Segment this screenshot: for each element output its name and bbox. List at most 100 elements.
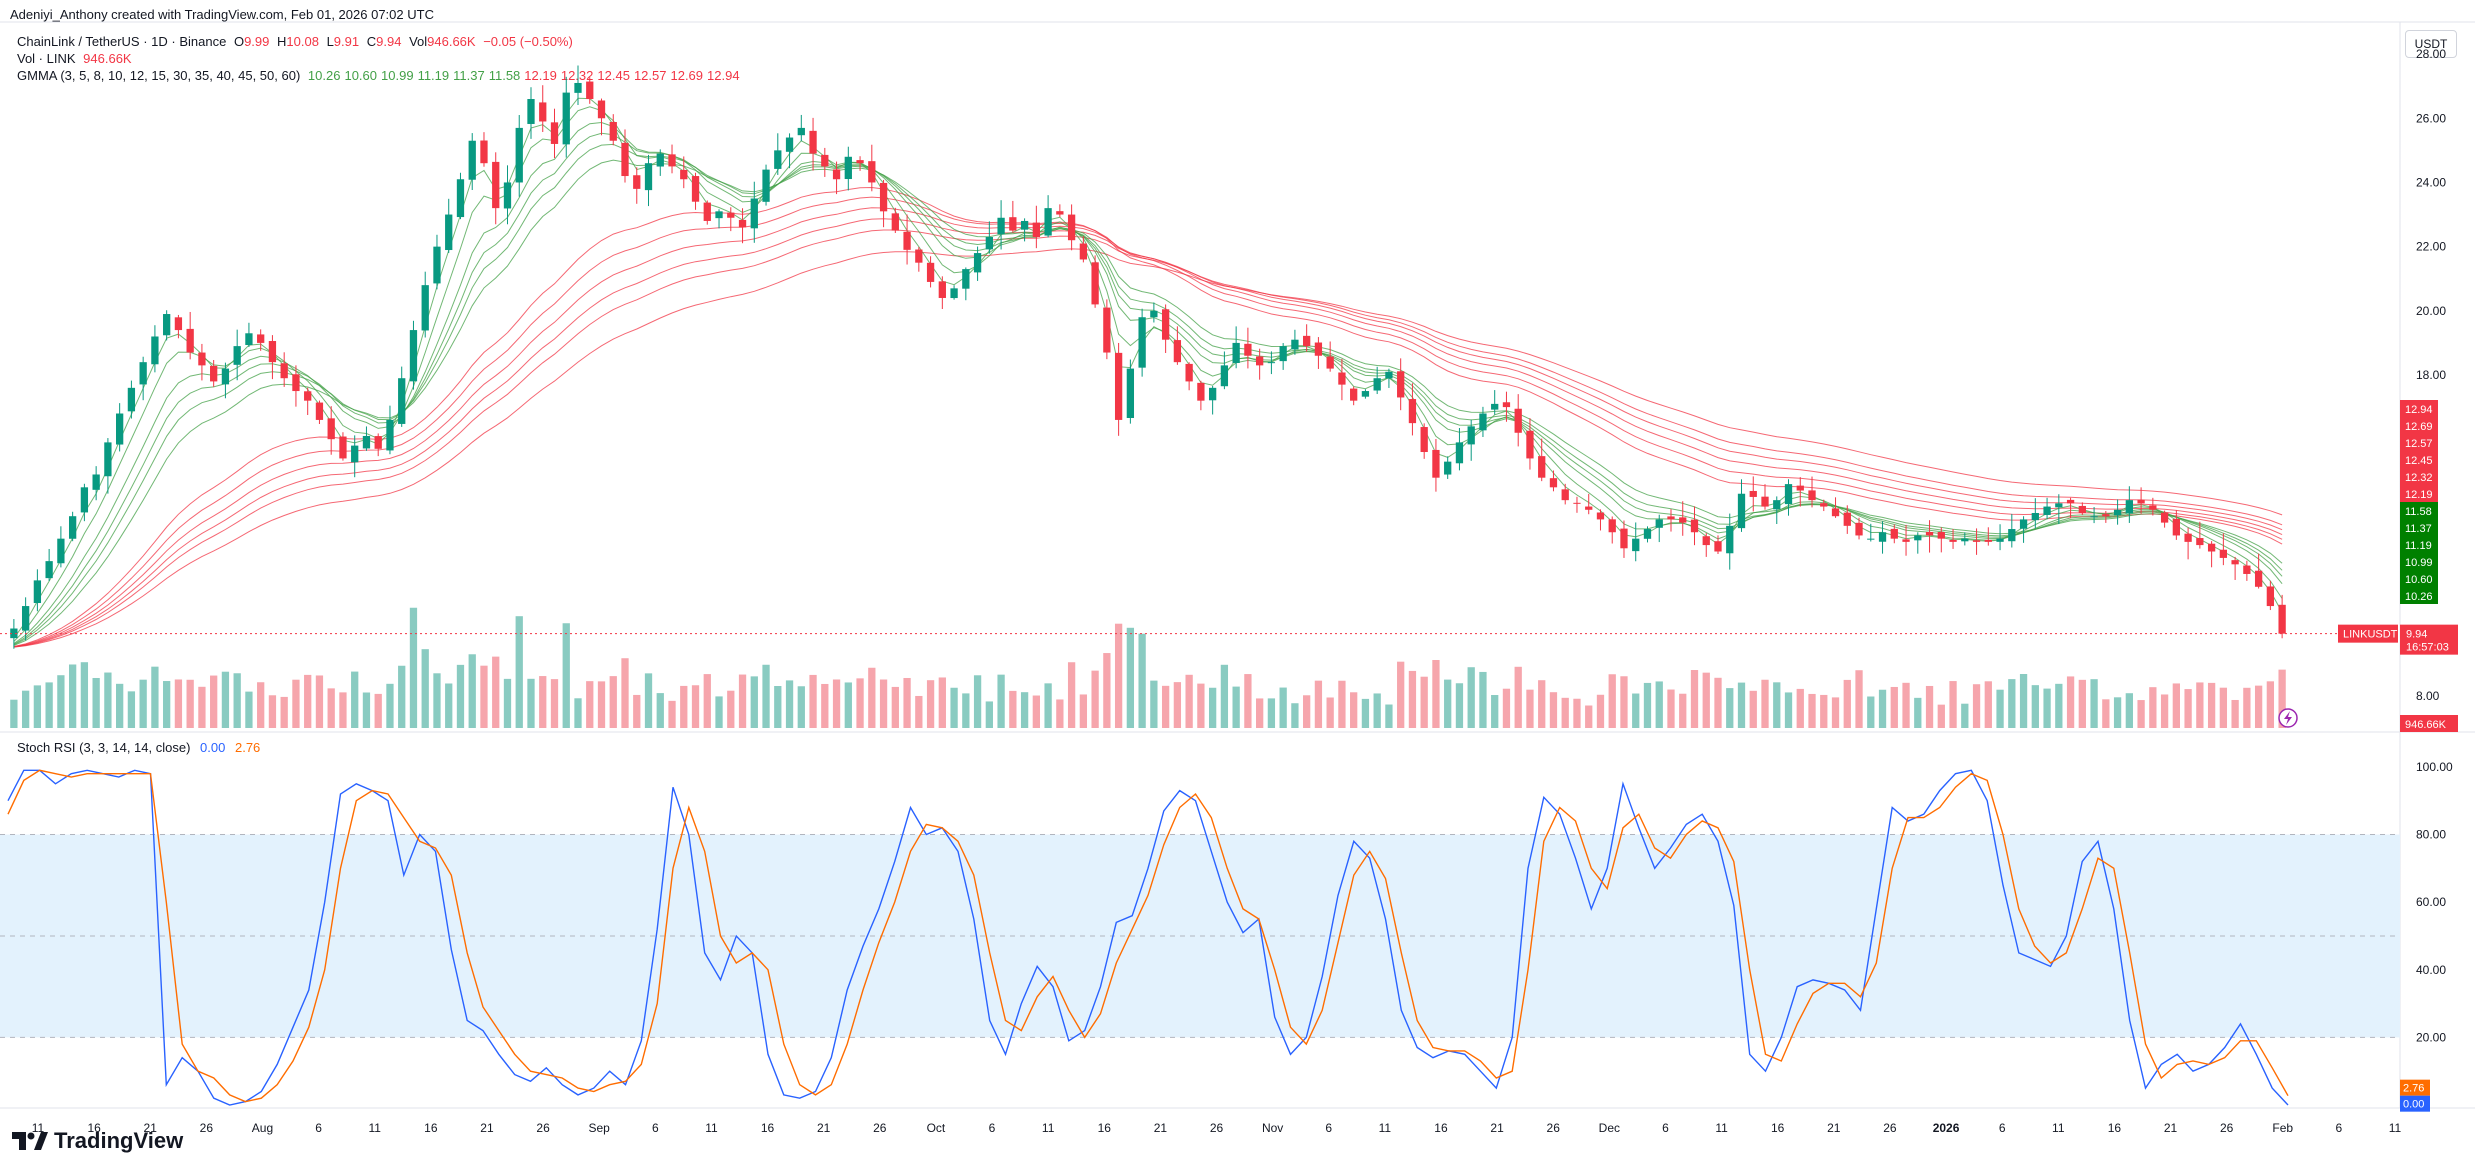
volume-bar — [738, 674, 747, 728]
last-price-label: 9.94 — [2406, 629, 2427, 641]
time-tick-label: 11 — [1715, 1121, 1728, 1135]
candle — [879, 182, 888, 212]
gmma-value-tag-label: 11.19 — [2405, 540, 2432, 552]
volume-bar — [1220, 664, 1229, 728]
candle — [2219, 549, 2228, 558]
volume-bar — [163, 681, 171, 728]
volume-bar — [1737, 682, 1746, 728]
stoch-rsi-tick-label: 60.00 — [2416, 895, 2446, 909]
volume-bar — [398, 665, 406, 728]
volume-bar — [1855, 670, 1863, 728]
lightning-icon-glyph — [2284, 711, 2292, 725]
volume-bar — [1972, 684, 1981, 728]
volume-bar — [1984, 681, 1992, 728]
candle — [2125, 500, 2133, 514]
volume-bar — [715, 696, 723, 728]
volume-bar — [1373, 693, 1381, 728]
candle — [1902, 539, 1910, 542]
candle — [1326, 356, 1334, 369]
tradingview-logo[interactable]: TradingView — [12, 1128, 183, 1154]
volume-bar — [327, 688, 335, 728]
candle — [198, 352, 206, 366]
volume-bar — [1009, 690, 1017, 728]
candle — [1925, 532, 1934, 536]
candle — [985, 237, 993, 250]
price-tick-label: 8.00 — [2416, 689, 2440, 703]
volume-bar — [210, 675, 218, 728]
candle — [1784, 484, 1793, 505]
candle — [1878, 532, 1887, 542]
gmma-value-tag — [2400, 553, 2438, 570]
candle — [1338, 372, 1346, 385]
volume-bar — [1420, 676, 1428, 728]
volume-bar — [1761, 679, 1769, 728]
candle — [1526, 430, 1534, 459]
gmma-value-tag — [2400, 570, 2438, 587]
price-change: −0.05 (−0.50%) — [483, 34, 573, 49]
volume-bar — [926, 680, 935, 728]
candle — [1208, 387, 1217, 401]
candle — [785, 137, 794, 152]
candle — [1502, 402, 1511, 408]
stoch-rsi-label[interactable]: Stoch RSI (3, 3, 14, 14, close) — [17, 740, 191, 755]
symbol-tag-label: LINKUSDT — [2343, 629, 2398, 641]
candle — [1103, 307, 1111, 353]
candle — [1843, 512, 1851, 526]
gmma-long-value: 12.19 — [524, 68, 557, 83]
volume-bar — [456, 664, 465, 728]
candle — [1491, 403, 1499, 410]
time-tick-label: 26 — [1547, 1121, 1561, 1135]
volume-bar — [386, 683, 394, 728]
candle — [891, 213, 899, 231]
volume-bar — [233, 673, 241, 728]
gmma-label[interactable]: GMMA (3, 5, 8, 10, 12, 15, 30, 35, 40, 4… — [17, 68, 301, 83]
volume-bar — [1667, 689, 1675, 728]
candle — [1091, 262, 1099, 305]
volume-bar — [1314, 680, 1323, 728]
volume-bar — [1491, 695, 1499, 728]
gmma-long-line — [13, 229, 2283, 648]
candle — [1632, 538, 1640, 552]
candle — [1114, 352, 1123, 420]
candle — [1914, 535, 1922, 541]
time-tick-label: Dec — [1599, 1121, 1620, 1135]
candle — [2043, 506, 2051, 515]
volume-bar — [104, 672, 112, 728]
currency-unit-button[interactable]: USDT — [2405, 30, 2457, 58]
volume-bar — [1655, 681, 1663, 728]
candle — [1444, 461, 1452, 475]
candle — [1267, 362, 1276, 364]
candle — [339, 436, 347, 459]
symbol-title[interactable]: ChainLink / TetherUS · 1D · Binance — [17, 34, 227, 49]
candle — [1467, 426, 1475, 445]
candle — [1479, 413, 1487, 431]
gmma-value-tag-label: 10.60 — [2405, 574, 2433, 586]
volume-bar — [1608, 674, 1616, 728]
volume-bar — [1538, 680, 1546, 728]
volume-bar — [1467, 667, 1475, 728]
last-price-tag — [2400, 624, 2458, 655]
candle — [597, 100, 606, 119]
candle — [633, 175, 641, 189]
volume-bar — [2125, 693, 2133, 728]
time-tick-label: 11 — [705, 1121, 718, 1135]
candle — [1643, 529, 1652, 539]
candle — [973, 253, 982, 273]
candle — [1173, 340, 1182, 363]
volume-bar — [1726, 688, 1734, 728]
candle — [186, 328, 194, 353]
gmma-value-tag-label: 12.69 — [2405, 421, 2433, 433]
brand-name: TradingView — [54, 1128, 184, 1153]
candle — [1596, 512, 1605, 520]
volume-bar — [2031, 685, 2039, 728]
volume-bar — [656, 693, 664, 728]
volume-indicator-label[interactable]: Vol · LINK — [17, 51, 76, 66]
volume-bar — [198, 686, 206, 728]
volume-bar — [1161, 685, 1170, 728]
candle — [1608, 519, 1616, 533]
candle — [2254, 570, 2263, 587]
volume-bar — [21, 690, 30, 728]
candle — [621, 142, 629, 177]
volume-bar — [1079, 694, 1088, 728]
